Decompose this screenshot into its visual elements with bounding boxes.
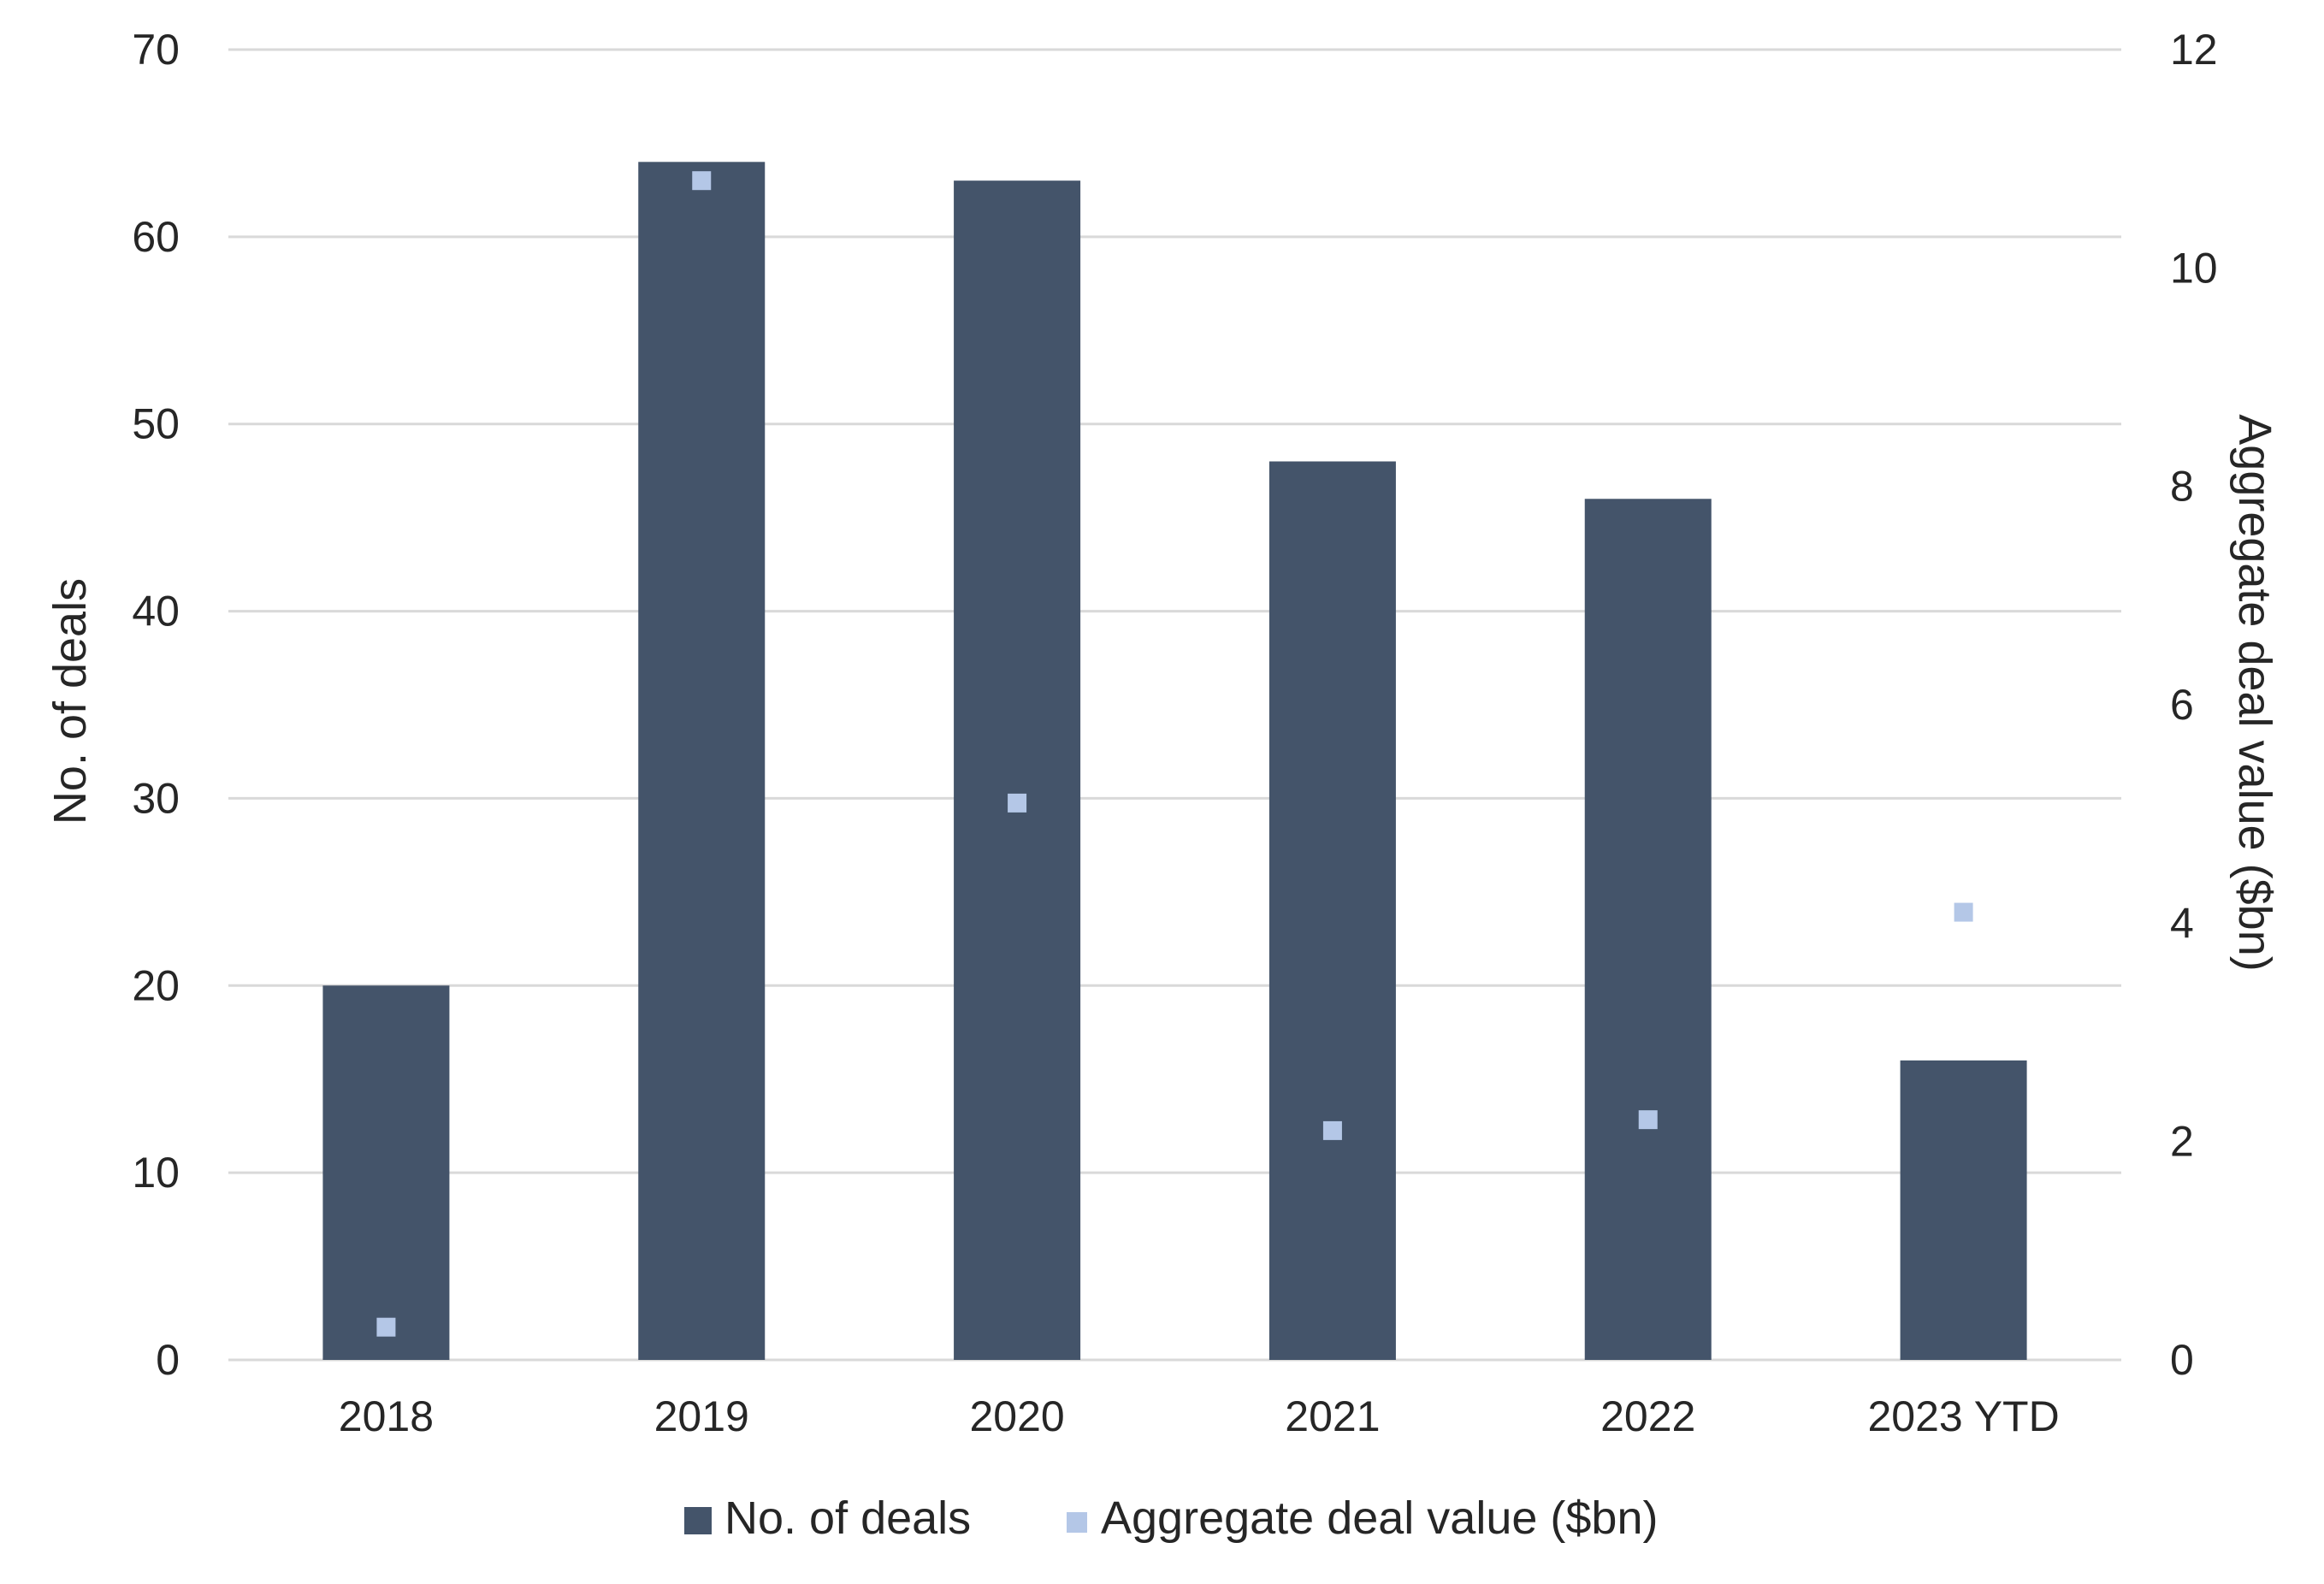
bar-series [322,162,2027,1361]
x-tick-label: 2020 [969,1392,1064,1440]
right-tick-label: 0 [2170,1336,2194,1384]
right-tick-label: 12 [2170,26,2218,74]
gridlines [228,48,2121,1362]
x-tick-label: 2019 [654,1392,749,1440]
right-axis-title: Aggregate deal value ($bn) [2229,414,2280,971]
left-tick-label: 30 [132,774,180,822]
bar-2023-ytd [1900,1060,2027,1360]
right-tick-label: 6 [2170,681,2194,729]
legend-label-no-of-deals: No. of deals [724,1492,971,1544]
marker-2021 [1322,1120,1342,1140]
marker-2022 [1638,1110,1658,1130]
x-tick-label: 2022 [1600,1392,1695,1440]
x-tick-label: 2023 YTD [1867,1392,2059,1440]
bar-2021 [1268,461,1396,1360]
marker-2023-ytd [1954,902,1973,922]
marker-series [376,171,1973,1337]
right-tick-label: 10 [2170,244,2218,292]
bar-2022 [1584,499,1712,1360]
marker-2019 [692,171,712,191]
right-tick-label: 4 [2170,899,2194,947]
left-tick-label: 40 [132,588,180,635]
left-tick-label: 0 [156,1336,180,1384]
x-tick-label: 2021 [1285,1392,1380,1440]
left-tick-label: 50 [132,400,180,448]
left-axis-title: No. of deals [44,578,96,825]
left-tick-label: 20 [132,961,180,1009]
legend: No. of deals Aggregate deal value ($bn) [684,1492,1658,1544]
left-axis-ticks: 0 10 20 30 40 50 60 70 [132,26,180,1384]
right-tick-label: 8 [2170,463,2194,511]
legend-label-aggregate-deal-value: Aggregate deal value ($bn) [1101,1492,1658,1544]
bar-2019 [638,162,766,1360]
left-tick-label: 60 [132,213,180,261]
bar-2020 [954,180,1081,1361]
x-tick-label: 2018 [339,1392,434,1440]
right-tick-label: 2 [2170,1118,2194,1166]
left-tick-label: 70 [132,26,180,74]
legend-swatch-no-of-deals [684,1507,712,1534]
marker-2018 [376,1317,396,1337]
left-tick-label: 10 [132,1149,180,1197]
bar-2018 [322,985,450,1360]
legend-swatch-aggregate-deal-value [1067,1512,1087,1533]
x-axis-ticks: 2018 2019 2020 2021 2022 2023 YTD [339,1392,2060,1440]
marker-2020 [1008,793,1027,813]
right-axis-ticks: 0 2 4 6 8 10 12 [2170,26,2218,1384]
